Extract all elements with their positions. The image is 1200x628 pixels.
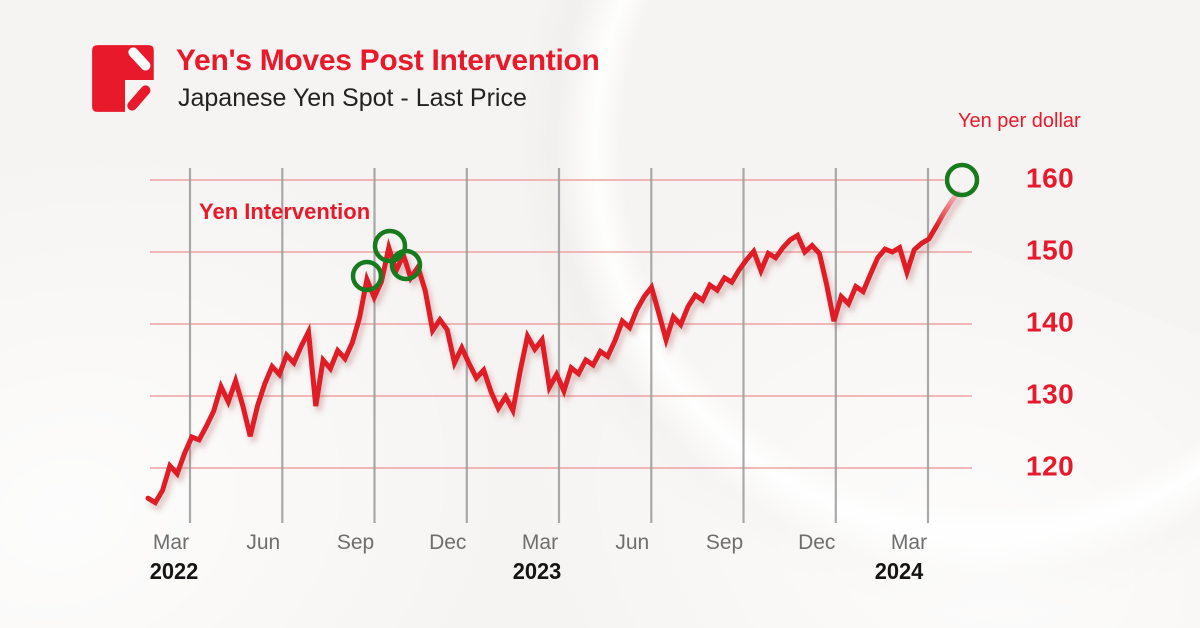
x-axis-month-8: Mar — [890, 531, 928, 554]
x-axis-month-4: Mar — [521, 531, 559, 554]
page-subtitle: Japanese Yen Spot - Last Price — [178, 84, 527, 112]
price-line — [145, 224, 939, 507]
x-axis-year-2022: 2022 — [149, 558, 199, 584]
y-axis-tick-160: 160 — [1026, 162, 1075, 194]
intervention-annotation-label: Yen Intervention — [199, 199, 371, 224]
x-axis-month-7: Dec — [798, 531, 836, 554]
intervention-circle-3 — [944, 162, 980, 198]
x-axis-month-6: Sep — [705, 531, 744, 554]
y-axis-tick-150: 150 — [1026, 234, 1075, 266]
y-axis-tick-130: 130 — [1026, 378, 1075, 410]
x-axis-year-2023: 2023 — [512, 558, 562, 584]
x-axis-year-2024: 2024 — [874, 558, 924, 584]
y-axis-unit-label: Yen per dollar — [958, 110, 1081, 132]
finshots-logo — [88, 42, 162, 116]
intervention-circle-2 — [389, 248, 423, 282]
x-axis-month-3: Dec — [429, 531, 467, 554]
x-axis-month-5: Jun — [615, 531, 650, 554]
page-title: Yen's Moves Post Intervention — [176, 44, 600, 77]
intervention-circle-0 — [350, 259, 384, 293]
x-axis-month-1: Jun — [246, 531, 281, 554]
intervention-circle-1 — [372, 228, 408, 264]
y-axis-tick-120: 120 — [1026, 450, 1075, 482]
x-axis-month-2: Sep — [336, 531, 375, 554]
y-axis-tick-140: 140 — [1026, 306, 1075, 338]
price-line-fading-tip — [933, 190, 961, 230]
x-axis-month-0: Mar — [152, 531, 190, 554]
finshots-logo-mark — [92, 45, 154, 112]
